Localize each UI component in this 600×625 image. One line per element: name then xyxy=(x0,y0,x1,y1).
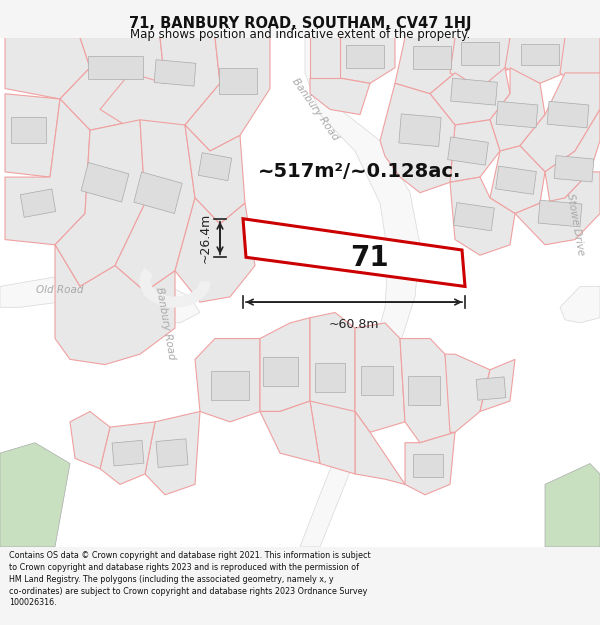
Polygon shape xyxy=(88,56,143,79)
Polygon shape xyxy=(461,42,499,64)
Polygon shape xyxy=(5,99,90,245)
Polygon shape xyxy=(399,114,441,146)
Polygon shape xyxy=(405,432,455,495)
Polygon shape xyxy=(496,101,538,128)
Polygon shape xyxy=(243,219,465,286)
Polygon shape xyxy=(260,401,320,464)
Text: ~517m²/~0.128ac.: ~517m²/~0.128ac. xyxy=(259,162,461,181)
Polygon shape xyxy=(195,339,260,422)
Polygon shape xyxy=(70,411,110,469)
Polygon shape xyxy=(81,162,129,202)
Polygon shape xyxy=(361,366,393,395)
Polygon shape xyxy=(310,78,370,114)
Text: Map shows position and indicative extent of the property.: Map shows position and indicative extent… xyxy=(130,28,470,41)
Polygon shape xyxy=(55,245,175,364)
Polygon shape xyxy=(115,120,195,292)
Polygon shape xyxy=(395,38,455,94)
Polygon shape xyxy=(430,68,510,125)
Polygon shape xyxy=(448,137,488,165)
Polygon shape xyxy=(0,271,200,323)
Polygon shape xyxy=(211,371,249,400)
Polygon shape xyxy=(0,442,70,547)
Text: Contains OS data © Crown copyright and database right 2021. This information is : Contains OS data © Crown copyright and d… xyxy=(9,551,371,608)
Polygon shape xyxy=(450,38,510,89)
Polygon shape xyxy=(185,38,270,151)
Polygon shape xyxy=(263,357,298,386)
Polygon shape xyxy=(260,318,310,411)
Polygon shape xyxy=(545,109,600,203)
Text: Old Road: Old Road xyxy=(36,284,84,294)
Polygon shape xyxy=(300,38,420,547)
Text: 71, BANBURY ROAD, SOUTHAM, CV47 1HJ: 71, BANBURY ROAD, SOUTHAM, CV47 1HJ xyxy=(129,16,471,31)
Polygon shape xyxy=(445,354,490,432)
Polygon shape xyxy=(199,152,232,181)
Polygon shape xyxy=(219,68,257,94)
Polygon shape xyxy=(310,312,355,422)
Polygon shape xyxy=(380,83,455,192)
Polygon shape xyxy=(154,59,196,86)
Polygon shape xyxy=(310,401,355,474)
Polygon shape xyxy=(490,68,545,151)
Polygon shape xyxy=(310,38,340,78)
Polygon shape xyxy=(145,411,200,495)
Polygon shape xyxy=(451,78,497,105)
Polygon shape xyxy=(547,101,589,128)
Polygon shape xyxy=(413,454,443,477)
Polygon shape xyxy=(5,38,90,99)
Polygon shape xyxy=(100,38,220,141)
Text: 71: 71 xyxy=(350,244,388,272)
Text: Stowe Drive: Stowe Drive xyxy=(565,192,586,256)
Polygon shape xyxy=(505,38,570,83)
Polygon shape xyxy=(20,189,56,218)
Polygon shape xyxy=(490,146,545,214)
Polygon shape xyxy=(346,45,384,68)
Text: Banbury Road: Banbury Road xyxy=(290,76,340,142)
Polygon shape xyxy=(413,46,451,69)
Polygon shape xyxy=(545,464,600,547)
Polygon shape xyxy=(355,323,405,432)
Polygon shape xyxy=(5,94,60,177)
Text: ~26.4m: ~26.4m xyxy=(199,213,212,263)
Polygon shape xyxy=(454,202,494,231)
Polygon shape xyxy=(476,377,506,400)
Polygon shape xyxy=(521,44,559,64)
Polygon shape xyxy=(55,120,145,286)
Polygon shape xyxy=(560,38,600,89)
Polygon shape xyxy=(520,73,600,172)
Text: ~60.8m: ~60.8m xyxy=(329,318,379,331)
Polygon shape xyxy=(515,172,600,245)
Polygon shape xyxy=(355,411,405,484)
Polygon shape xyxy=(408,376,440,405)
Polygon shape xyxy=(450,120,500,182)
Polygon shape xyxy=(400,339,455,442)
Polygon shape xyxy=(112,441,144,466)
Text: Banbury Road: Banbury Road xyxy=(154,286,176,360)
Polygon shape xyxy=(11,117,46,143)
Polygon shape xyxy=(340,38,395,83)
Polygon shape xyxy=(60,38,165,130)
Polygon shape xyxy=(560,286,600,323)
Polygon shape xyxy=(496,166,536,194)
Polygon shape xyxy=(185,125,245,224)
Polygon shape xyxy=(100,422,155,484)
Polygon shape xyxy=(538,200,582,227)
Polygon shape xyxy=(554,156,594,182)
Polygon shape xyxy=(315,362,345,392)
Polygon shape xyxy=(156,439,188,468)
Polygon shape xyxy=(480,359,515,411)
Polygon shape xyxy=(175,198,255,302)
Polygon shape xyxy=(134,172,182,214)
Polygon shape xyxy=(450,177,515,255)
